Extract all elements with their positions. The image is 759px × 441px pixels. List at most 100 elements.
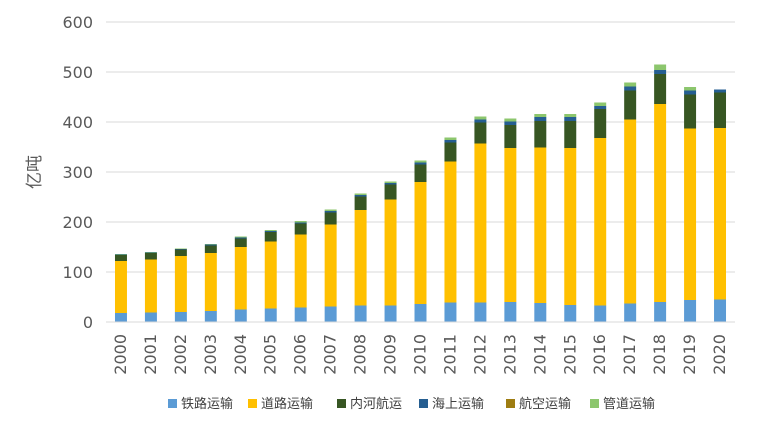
bar-segment xyxy=(144,259,157,313)
bar-segment xyxy=(144,253,157,260)
legend-item: 管道运输 xyxy=(590,396,655,412)
bar-segment xyxy=(384,184,397,200)
legend-label: 内河航运 xyxy=(350,396,402,412)
bar-stack-2010 xyxy=(414,160,427,322)
bar-segment xyxy=(324,306,337,322)
bar-segment xyxy=(234,247,247,310)
x-tick-label: 2019 xyxy=(680,334,699,375)
legend-label: 海上运输 xyxy=(432,396,484,412)
legend-label: 铁路运输 xyxy=(181,396,233,412)
bar-segment xyxy=(354,210,367,306)
bar-stack-2007 xyxy=(324,209,337,322)
bar-segment xyxy=(534,121,547,148)
bar-segment xyxy=(174,249,187,256)
bar-segment xyxy=(384,305,397,322)
bar-stack-2016 xyxy=(594,102,607,322)
legend-item: 海上运输 xyxy=(419,396,484,412)
bar-segment xyxy=(324,224,337,307)
bar-segment xyxy=(594,102,607,106)
bar-segment xyxy=(594,305,607,322)
bar-segment xyxy=(384,183,397,185)
bar-segment xyxy=(354,196,367,210)
legend: 铁路运输 道路运输 内河航运 海上运输 航空运输 管道运输 xyxy=(168,396,655,412)
bar-segment xyxy=(444,140,457,143)
bar-segment xyxy=(354,305,367,322)
bar-segment xyxy=(504,121,517,125)
bar-stack-2006 xyxy=(294,221,307,322)
x-tick-label: 2009 xyxy=(381,334,400,375)
bar-segment xyxy=(114,313,127,322)
bar-segment xyxy=(324,209,337,211)
legend-item: 内河航运 xyxy=(337,396,402,412)
bar-stack-2017 xyxy=(624,82,637,322)
bar-segment xyxy=(654,64,667,70)
bar-segment xyxy=(714,128,727,300)
bar-stack-2011 xyxy=(444,137,457,322)
bar-segment xyxy=(414,164,427,182)
bar-segment xyxy=(654,74,667,104)
bar-stack-2015 xyxy=(564,114,577,322)
bar-stack-2001 xyxy=(144,252,157,322)
bar-segment xyxy=(624,303,637,322)
bar-stack-2009 xyxy=(384,181,397,322)
bar-segment xyxy=(474,119,487,123)
bar-segment xyxy=(564,117,577,121)
bar-stack-2002 xyxy=(174,248,187,322)
bar-segment xyxy=(684,300,697,322)
bar-segment xyxy=(354,195,367,197)
bar-segment xyxy=(114,254,127,255)
x-tick-label: 2013 xyxy=(500,334,519,375)
bar-segment xyxy=(384,199,397,306)
bar-stack-2000 xyxy=(114,254,127,322)
bar-segment xyxy=(324,212,337,225)
bar-segment xyxy=(234,236,247,238)
bar-segment xyxy=(534,114,547,117)
bar-segment xyxy=(144,252,157,253)
bar-segment xyxy=(174,249,187,250)
bar-segment xyxy=(354,193,367,195)
x-tick-label: 2007 xyxy=(321,334,340,375)
x-tick-label: 2016 xyxy=(590,334,609,375)
x-tick-label: 2011 xyxy=(440,334,459,375)
bar-segment xyxy=(684,94,697,129)
bar-stack-2014 xyxy=(534,114,547,322)
legend-swatch xyxy=(168,399,177,408)
bar-stack-2012 xyxy=(474,116,487,322)
bar-segment xyxy=(234,309,247,322)
bar-segment xyxy=(294,223,307,235)
bar-stack-2020 xyxy=(714,89,727,322)
legend-item: 铁路运输 xyxy=(168,396,233,412)
legend-label: 航空运输 xyxy=(519,396,571,412)
bar-segment xyxy=(684,90,697,95)
y-axis-label: 亿吨 xyxy=(25,155,45,189)
bar-segment xyxy=(564,114,577,117)
y-tick-label: 200 xyxy=(62,213,93,232)
y-tick-label: 100 xyxy=(62,263,93,282)
bar-segment xyxy=(714,92,727,128)
bar-segment xyxy=(624,86,637,91)
bar-segment xyxy=(264,308,277,322)
bar-segment xyxy=(534,303,547,322)
bar-segment xyxy=(294,222,307,224)
bar-segment xyxy=(414,162,427,165)
bar-stack-2018 xyxy=(654,64,667,322)
bar-segment xyxy=(624,119,637,304)
bar-segment xyxy=(534,117,547,121)
bar-segment xyxy=(684,87,697,91)
bar-stack-2004 xyxy=(234,236,247,322)
bar-segment xyxy=(414,304,427,322)
bar-segment xyxy=(684,128,697,300)
bar-stack-2013 xyxy=(504,118,517,322)
legend-swatch xyxy=(419,399,428,408)
bar-segment xyxy=(564,121,577,148)
bar-segment xyxy=(654,70,667,74)
bar-segment xyxy=(264,241,277,309)
bar-segment xyxy=(444,302,457,322)
bar-segment xyxy=(444,137,457,140)
bar-segment xyxy=(294,234,307,308)
bar-segment xyxy=(384,181,397,183)
bar-segment xyxy=(594,109,607,138)
bar-segment xyxy=(624,82,637,87)
bar-segment xyxy=(204,244,217,245)
bar-stack-2019 xyxy=(684,87,697,322)
